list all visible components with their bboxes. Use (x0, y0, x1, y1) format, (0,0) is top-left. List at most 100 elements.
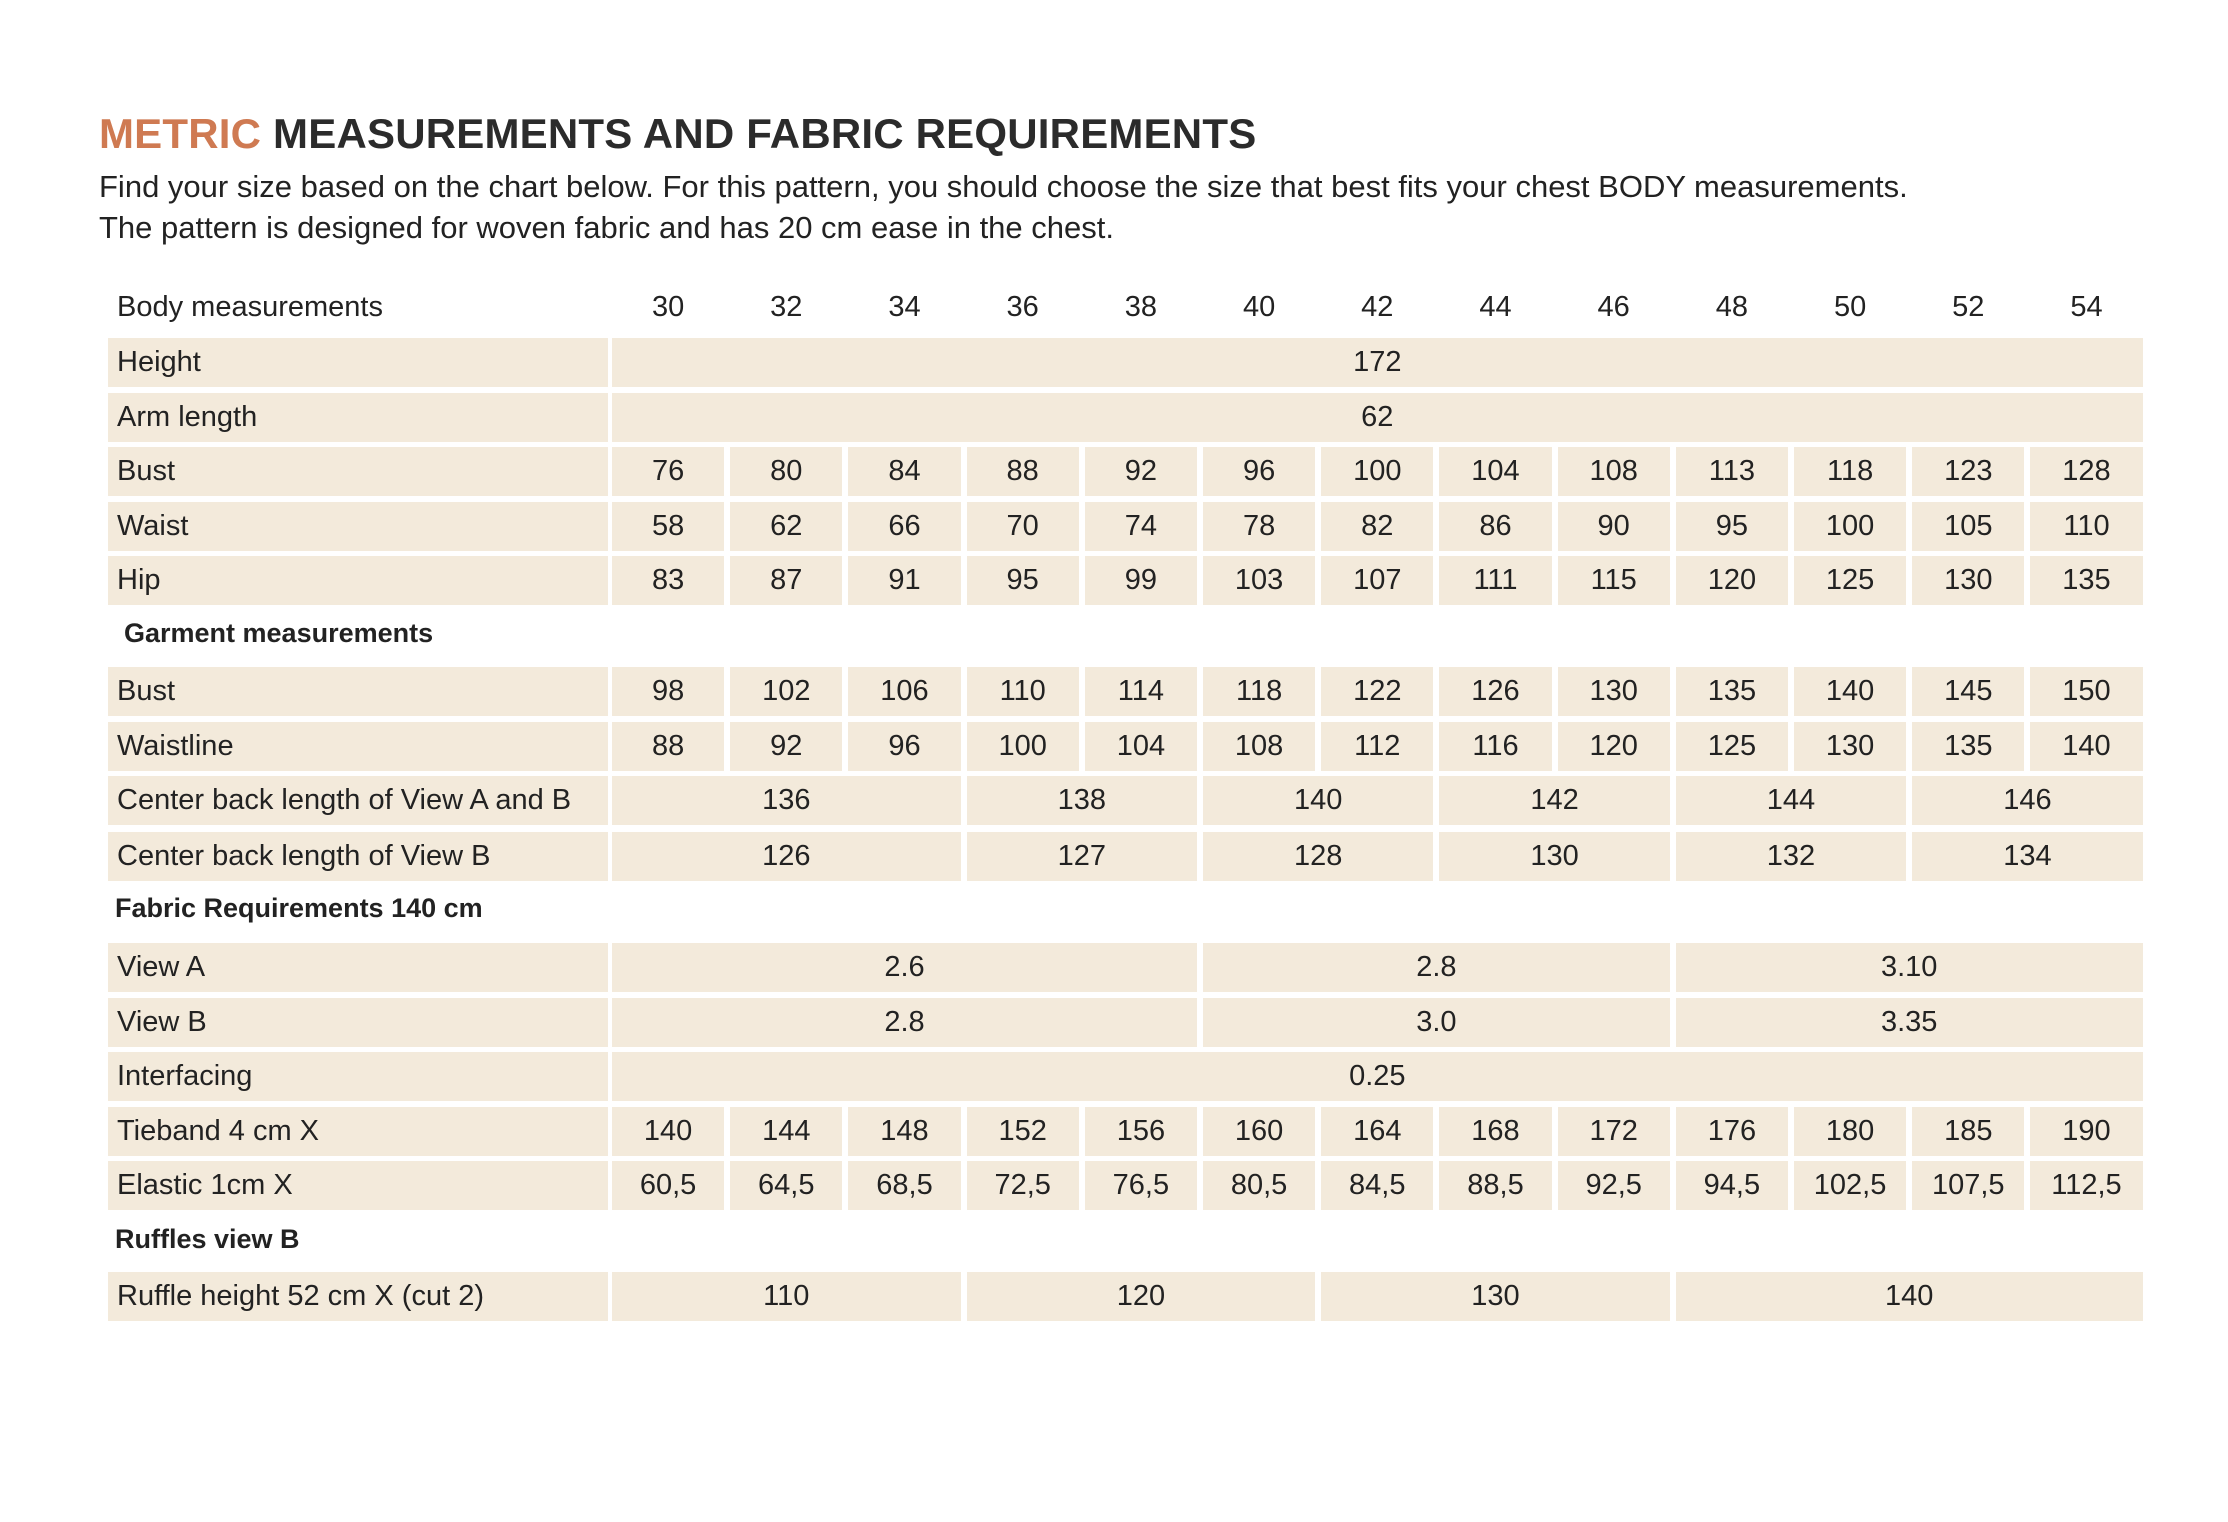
garment-waistline-cell: 135 (1912, 722, 2025, 771)
ruffles-ruffle-height-52-cm-x-cut-2-cell: 120 (966, 1272, 1316, 1321)
ruffles-ruffle-height-52-cm-x-cut-2-cell: 110 (612, 1272, 961, 1321)
fabric-tieband-4-cm-x-cell: 160 (1203, 1107, 1316, 1156)
ruffles-ruffle-height-52-cm-x-cut-2-cell: 130 (1321, 1272, 1670, 1321)
garment-center-back-length-of-view-b-cell: 128 (1203, 832, 1434, 881)
body-measurements-heading: Body measurements (117, 291, 383, 323)
body-hip-cell: 125 (1794, 556, 1907, 605)
garment-center-back-length-of-view-b-label: Center back length of View B (108, 832, 608, 881)
body-hip-cell: 120 (1675, 556, 1788, 605)
fabric-view-b-cell: 3.0 (1203, 998, 1670, 1047)
body-arm-length-row: Arm length 62 (108, 393, 2149, 442)
garment-bust-cell: 122 (1321, 667, 1434, 716)
fabric-elastic-1cm-x-cell: 102,5 (1794, 1161, 1907, 1210)
garment-waistline-cell: 104 (1084, 722, 1197, 771)
body-arm-length-label: Arm length (108, 393, 608, 442)
ruffles-ruffle-height-52-cm-x-cut-2-cell: 140 (1675, 1272, 2143, 1321)
fabric-elastic-1cm-x-cell: 94,5 (1675, 1161, 1788, 1210)
body-bust-cell: 108 (1557, 447, 1670, 496)
fabric-view-a-row: View A 2.6 2.8 3.10 (108, 943, 2149, 992)
fabric-elastic-1cm-x-cell: 88,5 (1439, 1161, 1552, 1210)
body-waist-cell: 66 (848, 502, 961, 551)
body-waist-cell: 100 (1794, 502, 1907, 551)
fabric-view-b-cell: 2.8 (612, 998, 1197, 1047)
fabric-tieband-4-cm-x-cell: 176 (1675, 1107, 1788, 1156)
garment-measurements-heading: Garment measurements (124, 618, 434, 648)
body-height-row: Height 172 (108, 338, 2149, 387)
garment-center-back-length-of-view-b-cell: 132 (1675, 832, 1907, 881)
body-hip-cell: 87 (730, 556, 843, 605)
size-column-header: 36 (1006, 291, 1039, 323)
intro-line-1: Find your size based on the chart below.… (99, 169, 1908, 204)
page-title: METRIC MEASUREMENTS AND FABRIC REQUIREME… (99, 110, 1256, 158)
body-waist-cell: 74 (1084, 502, 1197, 551)
fabric-view-a-cell: 2.8 (1203, 943, 1670, 992)
garment-waistline-cell: 108 (1203, 722, 1316, 771)
fabric-elastic-1cm-x-label: Elastic 1cm X (108, 1161, 608, 1210)
fabric-elastic-1cm-x-cell: 112,5 (2030, 1161, 2143, 1210)
body-waist-cell: 78 (1203, 502, 1316, 551)
fabric-tieband-4-cm-x-label: Tieband 4 cm X (108, 1107, 608, 1156)
body-bust-cell: 128 (2030, 447, 2143, 496)
ruffles-ruffle-height-52-cm-x-cut-2-row: Ruffle height 52 cm X (cut 2) 110 120 130 14… (108, 1272, 2149, 1321)
fabric-tieband-4-cm-x-cell: 144 (730, 1107, 843, 1156)
garment-bust-cell: 126 (1439, 667, 1552, 716)
title-accent: METRIC (99, 110, 262, 157)
garment-bust-cell: 98 (612, 667, 725, 716)
title-rest: MEASUREMENTS AND FABRIC REQUIREMENTS (261, 110, 1257, 157)
size-column-header: 50 (1833, 291, 1867, 323)
size-column-header: 34 (888, 291, 921, 323)
garment-bust-cell: 110 (966, 667, 1079, 716)
body-hip-cell: 135 (2030, 556, 2143, 605)
fabric-elastic-1cm-x-cell: 84,5 (1321, 1161, 1434, 1210)
fabric-elastic-1cm-x-cell: 107,5 (1912, 1161, 2025, 1210)
ruffles-view-b-heading: Ruffles view B (115, 1224, 300, 1254)
body-waist-cell: 62 (730, 502, 843, 551)
body-waist-cell: 86 (1439, 502, 1552, 551)
size-column-header: 48 (1715, 291, 1749, 323)
body-hip-cell: 103 (1203, 556, 1316, 605)
garment-bust-row: Bust 98 102 106 110 114 118 122 126 130 135 140 145 1… (108, 667, 2149, 716)
fabric-elastic-1cm-x-cell: 64,5 (730, 1161, 843, 1210)
body-bust-cell: 92 (1084, 447, 1197, 496)
body-height-label: Height (108, 338, 608, 387)
garment-bust-cell: 118 (1203, 667, 1316, 716)
garment-center-back-length-of-view-a-and-b-cell: 144 (1675, 776, 1907, 825)
fabric-view-b-cell: 3.35 (1675, 998, 2143, 1047)
body-hip-cell: 99 (1084, 556, 1197, 605)
garment-bust-cell: 150 (2030, 667, 2143, 716)
garment-center-back-length-of-view-a-and-b-row: Center back length of View A and B 136 138… (108, 776, 2149, 825)
fabric-view-b-row: View B 2.8 3.0 3.35 (108, 998, 2149, 1047)
body-hip-cell: 111 (1439, 556, 1552, 605)
garment-center-back-length-of-view-a-and-b-cell: 140 (1203, 776, 1434, 825)
body-bust-cell: 76 (612, 447, 725, 496)
body-bust-cell: 88 (966, 447, 1079, 496)
intro-text: Find your size based on the chart below.… (99, 166, 1908, 248)
body-waist-label: Waist (108, 502, 608, 551)
fabric-tieband-4-cm-x-cell: 164 (1321, 1107, 1434, 1156)
size-column-header: 42 (1361, 291, 1394, 323)
body-bust-row: Bust 76 80 84 88 92 96 100 104 108 113 118 123 128 (108, 447, 2149, 496)
size-header-row: Body measurements 30 32 34 36 38 40 42 44 46 48 50 5… (108, 283, 2149, 332)
fabric-interfacing-row: Interfacing 0.25 (108, 1052, 2149, 1101)
body-bust-cell: 80 (730, 447, 843, 496)
body-bust-cell: 118 (1794, 447, 1907, 496)
garment-center-back-length-of-view-a-and-b-label: Center back length of View A and B (108, 776, 608, 825)
garment-waistline-row: Waistline 88 92 96 100 104 108 112 116 120 125 130 1… (108, 722, 2149, 771)
body-waist-cell: 90 (1557, 502, 1670, 551)
garment-center-back-length-of-view-b-cell: 126 (612, 832, 961, 881)
size-column-header: 38 (1124, 291, 1158, 323)
body-waist-cell: 110 (2030, 502, 2143, 551)
body-bust-label: Bust (108, 447, 608, 496)
garment-bust-cell: 135 (1675, 667, 1788, 716)
garment-center-back-length-of-view-b-cell: 134 (1912, 832, 2143, 881)
garment-center-back-length-of-view-b-cell: 127 (966, 832, 1197, 881)
fabric-elastic-1cm-x-cell: 72,5 (966, 1161, 1079, 1210)
garment-center-back-length-of-view-a-and-b-cell: 142 (1439, 776, 1670, 825)
garment-waistline-cell: 100 (966, 722, 1079, 771)
body-hip-cell: 91 (848, 556, 961, 605)
garment-center-back-length-of-view-a-and-b-cell: 146 (1912, 776, 2143, 825)
garment-waistline-label: Waistline (108, 722, 608, 771)
body-bust-cell: 96 (1203, 447, 1316, 496)
body-bust-cell: 100 (1321, 447, 1434, 496)
body-bust-cell: 84 (848, 447, 961, 496)
